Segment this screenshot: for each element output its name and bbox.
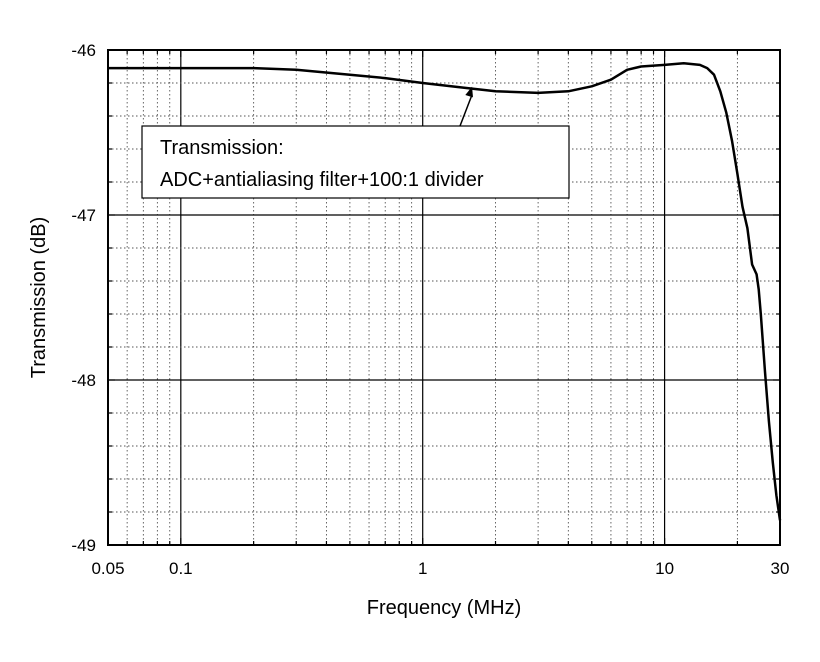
annotation-line-1: Transmission: xyxy=(160,137,284,159)
y-tick-label: -49 xyxy=(71,536,96,555)
x-tick-label: 0.05 xyxy=(91,559,124,578)
x-tick-label: 30 xyxy=(771,559,790,578)
x-tick-label: 0.1 xyxy=(169,559,193,578)
y-axis-tick-labels: -46 -47 -48 -49 xyxy=(71,41,96,555)
x-tick-label: 1 xyxy=(418,559,427,578)
y-axis-title: Transmission (dB) xyxy=(28,217,50,379)
x-axis-title: Frequency (MHz) xyxy=(367,597,521,619)
axis-ticks xyxy=(108,49,780,546)
annotation-arrow xyxy=(459,94,473,127)
y-tick-label: -48 xyxy=(71,371,96,390)
series-line-transmission xyxy=(108,61,782,521)
annotation-line-2: ADC+antialiasing filter+100:1 divider xyxy=(160,169,484,191)
annotation-arrowhead xyxy=(465,86,473,98)
annotation: Transmission: ADC+antialiasing filter+10… xyxy=(141,86,570,199)
grid xyxy=(108,50,780,545)
plot-frame xyxy=(107,49,781,546)
y-tick-label: -47 xyxy=(71,206,96,225)
x-axis-tick-labels: 0.05 0.1 1 10 30 xyxy=(91,559,789,578)
y-tick-label: -46 xyxy=(71,41,96,60)
annotation-box xyxy=(141,125,570,199)
x-tick-label: 10 xyxy=(655,559,674,578)
